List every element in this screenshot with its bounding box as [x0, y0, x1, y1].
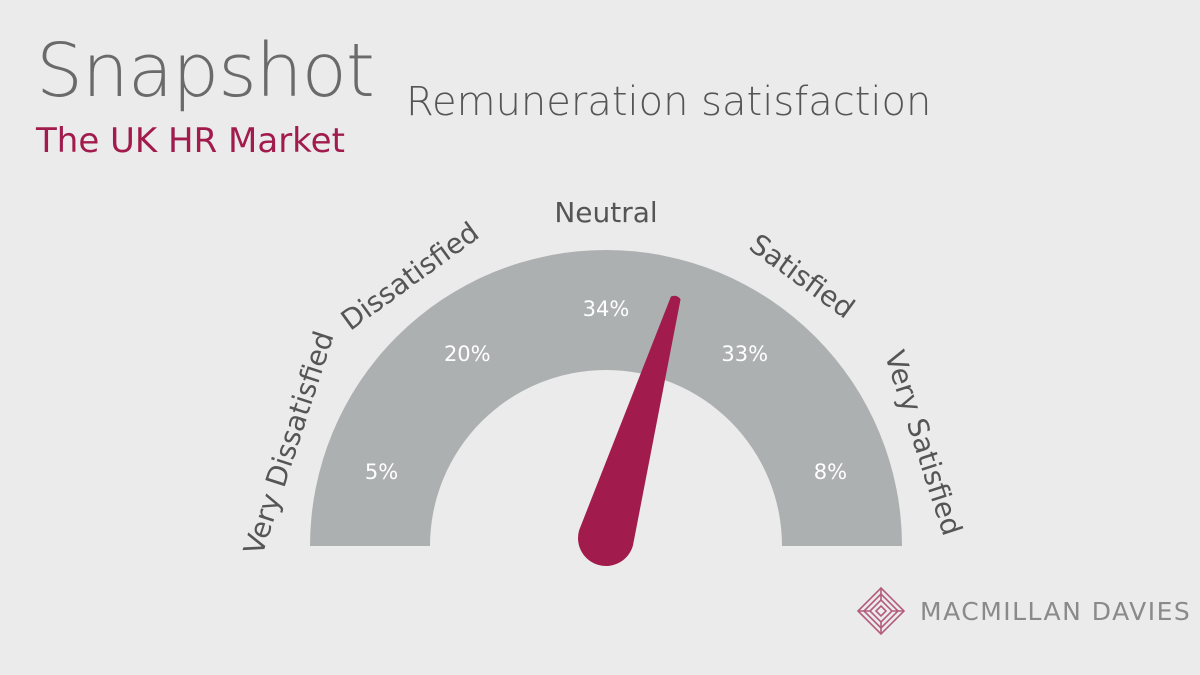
- value-label-3: 33%: [721, 342, 768, 366]
- value-label-2: 34%: [583, 297, 630, 321]
- value-label-4: 8%: [814, 460, 847, 484]
- maze-diamond-logo-icon: [856, 586, 906, 636]
- chart-heading: Remuneration satisfaction: [406, 79, 932, 125]
- page-title: Snapshot: [36, 28, 375, 114]
- value-label-1: 20%: [444, 342, 491, 366]
- brand-logo: MACMILLAN DAVIES: [856, 586, 1191, 636]
- gauge-arc: [310, 250, 902, 546]
- page-subtitle: The UK HR Market: [36, 121, 345, 161]
- value-label-0: 5%: [365, 460, 398, 484]
- gauge-needle: [578, 295, 681, 567]
- category-label-2: Neutral: [554, 196, 657, 229]
- brand-name: MACMILLAN DAVIES: [920, 596, 1192, 626]
